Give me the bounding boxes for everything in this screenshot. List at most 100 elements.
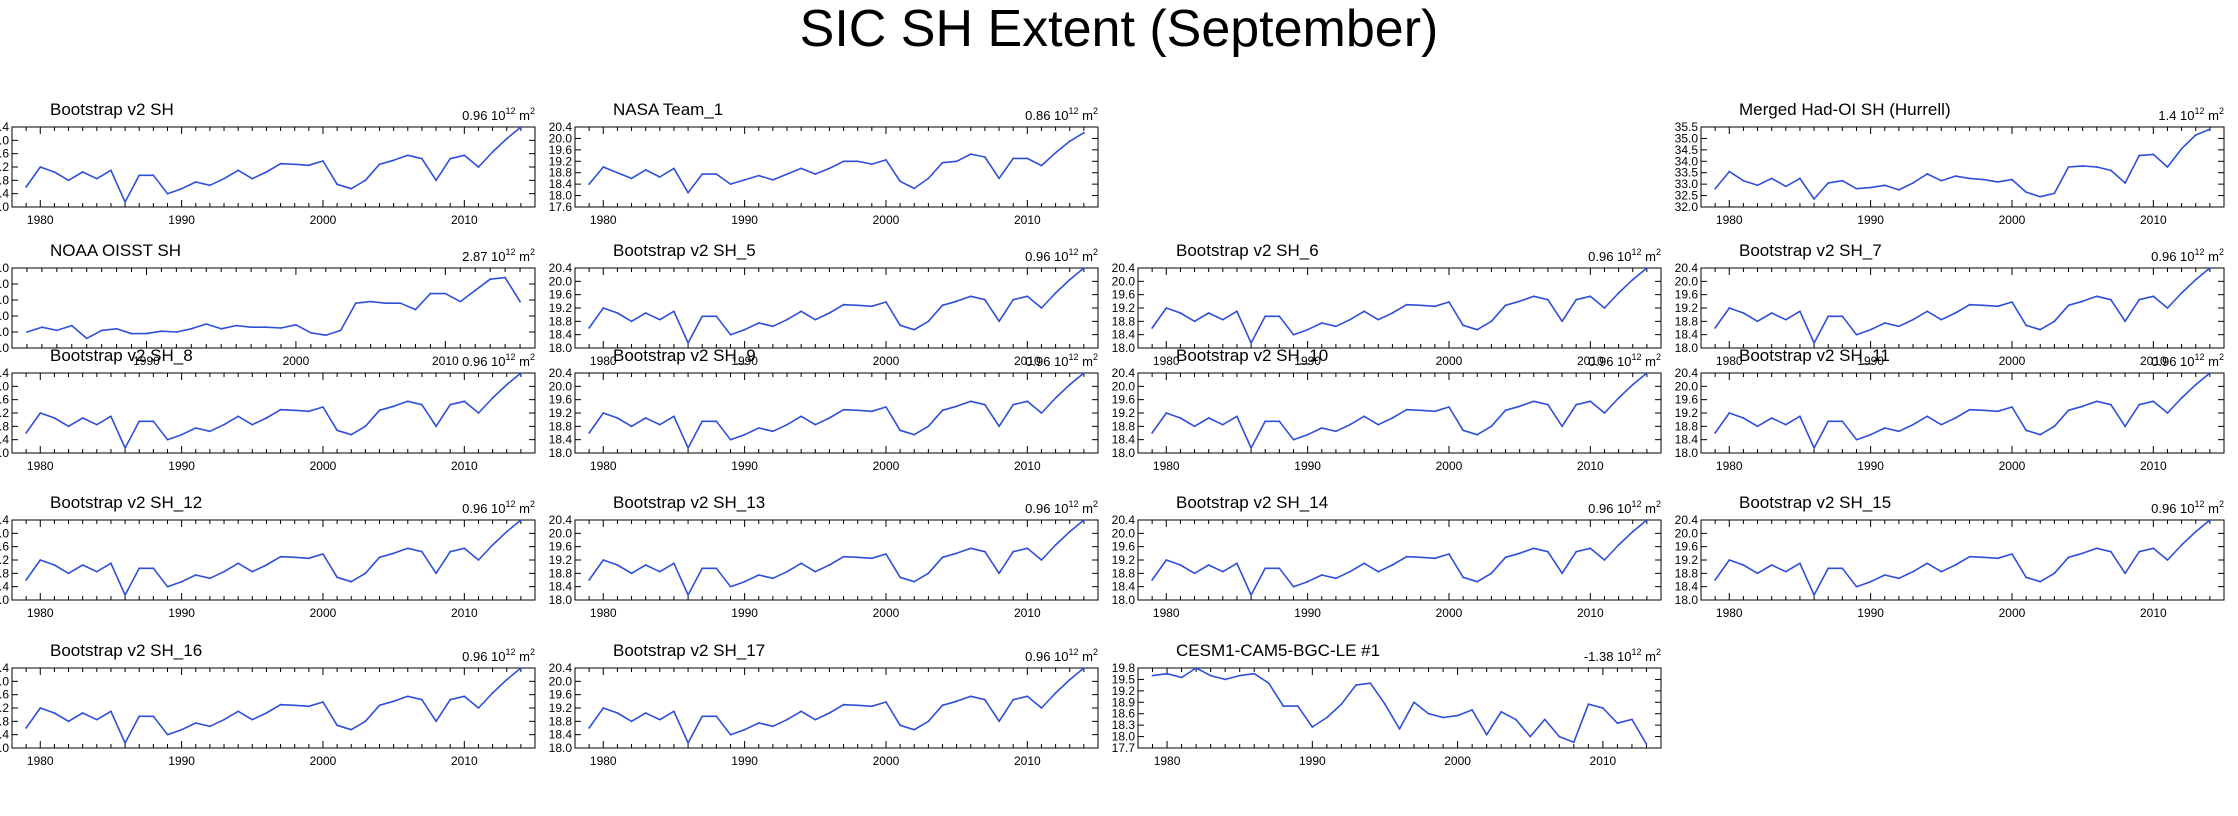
data-point [828,312,831,314]
y-tick-label: 20.0 [1675,274,1699,288]
plot-frame [574,126,1099,208]
data-point [295,323,297,326]
data-point [1165,307,1168,309]
data-point [2039,328,2042,331]
data-point [757,427,760,429]
data-point [477,166,480,168]
data-point [53,171,56,173]
y-tick-label: 18.4 [0,728,9,742]
data-point [687,447,689,449]
data-point [913,433,916,436]
y-tick-label: 18.4 [0,433,9,447]
units-exponent-2: 2 [1093,247,1098,257]
data-point [2152,547,2155,550]
data-point [265,417,268,419]
data-point [491,692,494,694]
data-point [1897,577,1900,580]
data-point [293,704,296,707]
data-point [630,177,633,180]
data-point [1320,574,1323,576]
data-point [885,301,887,303]
y-tick-label: 22.0 [0,277,9,291]
data-point [2180,397,2183,399]
data-point [392,405,395,408]
data-point [644,168,647,171]
units-prefix: 0.96 10 [2151,249,2194,264]
data-point [2039,433,2042,436]
units-suffix: m [1079,649,1093,664]
data-point [336,724,339,727]
data-point [1377,318,1380,321]
data-point [39,412,42,414]
data-point [955,552,958,555]
data-point [1529,735,1532,738]
data-point [616,712,619,714]
data-point [1784,570,1787,573]
series-line [588,372,1085,449]
x-tick-label: 1990 [731,459,758,473]
data-point [2124,425,2126,428]
units-suffix: m [1642,501,1656,516]
data-point [81,712,84,714]
data-point [673,415,675,418]
data-point [630,425,633,428]
data-point [1068,278,1071,281]
data-point [449,157,452,160]
y-tick-label: 18.0 [0,200,9,214]
series-line [1714,267,2211,344]
data-point [658,176,661,178]
data-point [1770,312,1773,314]
data-point [350,580,353,583]
units-exponent: 12 [1632,647,1642,657]
units-prefix: 0.96 10 [2151,354,2194,369]
data-point [322,406,324,408]
y-tick-label: 20.0 [0,379,9,393]
data-point [1250,594,1252,596]
data-point [828,712,831,714]
data-point [1476,580,1479,583]
data-point [687,191,689,194]
data-point [1603,412,1606,414]
data-point [138,567,141,570]
data-point [1448,553,1450,555]
x-tick-label: 1980 [590,213,617,227]
y-tick-label: 19.2 [0,160,9,174]
units-suffix: m [516,249,530,264]
data-point [757,574,760,576]
x-tick-label: 2010 [2140,213,2167,227]
data-point [969,400,972,403]
data-point [1054,292,1057,294]
data-point [856,160,859,163]
data-point [421,550,423,553]
data-point [2152,153,2155,156]
units-suffix: m [1642,649,1656,664]
units-prefix: 0.96 10 [2151,501,2194,516]
y-tick-label: 18.4 [549,728,573,742]
x-tick-label: 1980 [27,754,54,768]
x-tick-label: 1990 [1299,754,1326,768]
data-point [1320,322,1323,324]
units-exponent: 12 [1069,647,1079,657]
units-suffix: m [516,649,530,664]
data-point [743,328,746,331]
panel-units: 0.96 1012 m2 [462,106,535,123]
data-point [1363,415,1366,418]
data-point [1714,432,1717,434]
units-prefix: -1.38 10 [1584,649,1632,664]
data-point [2025,429,2028,432]
data-point [630,572,633,575]
data-point [53,564,56,566]
x-tick-label: 2010 [1014,606,1041,620]
y-tick-label: 19.2 [1112,301,1136,315]
data-point [1518,300,1521,303]
y-tick-label: 19.6 [1112,393,1136,407]
data-point [307,705,310,708]
data-point [786,570,788,573]
y-tick-label: 19.2 [0,553,9,567]
y-tick-label: 19.2 [549,553,573,567]
data-point [2011,553,2013,555]
data-point [85,337,88,340]
units-suffix: m [516,108,530,123]
data-point [941,304,944,307]
data-point [307,557,310,560]
